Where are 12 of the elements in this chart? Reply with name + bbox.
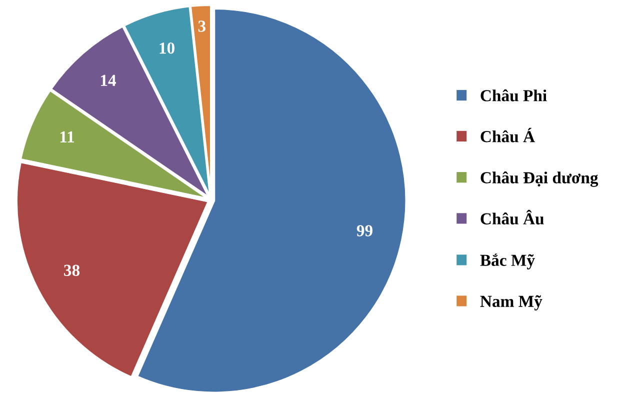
legend-label: Châu Âu	[480, 210, 544, 224]
data-label: 38	[64, 264, 80, 276]
data-label: 14	[100, 74, 116, 86]
data-label: 3	[198, 20, 206, 32]
data-label: 99	[356, 225, 372, 236]
legend-label: Châu Phi	[480, 89, 547, 102]
data-label: 10	[160, 42, 174, 54]
data-label: 11	[60, 131, 74, 142]
legend-label: Châu Đại dương	[480, 171, 598, 187]
legend-label: Bắc Mỹ	[480, 254, 535, 270]
legend-label: Châu Á	[480, 128, 535, 142]
legend-label: Nam Mỹ	[480, 295, 542, 310]
